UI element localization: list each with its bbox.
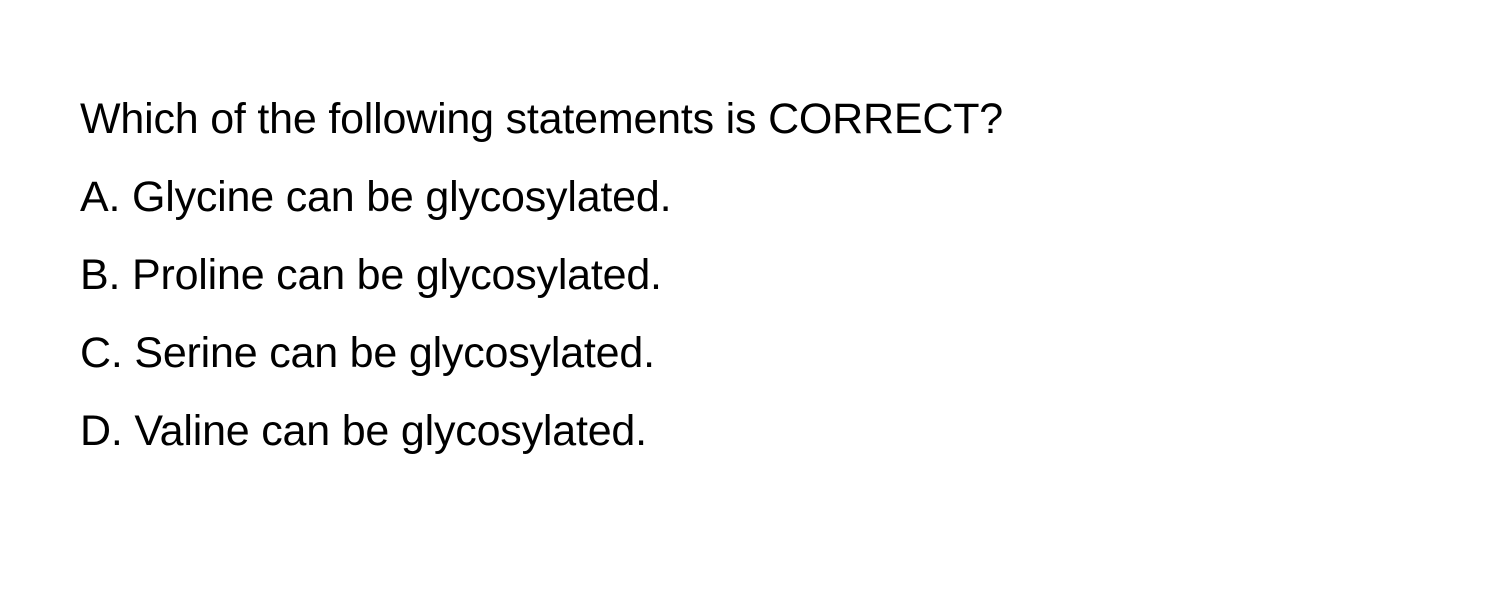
- option-a-text: Glycine can be glycosylated.: [132, 173, 671, 221]
- option-b: B. Proline can be glycosylated.: [80, 248, 1420, 304]
- option-a: A. Glycine can be glycosylated.: [80, 170, 1420, 226]
- option-d-text: Valine can be glycosylated.: [134, 407, 647, 455]
- option-c-text: Serine can be glycosylated.: [134, 329, 654, 377]
- option-b-label: B.: [80, 251, 120, 299]
- option-d: D. Valine can be glycosylated.: [80, 404, 1420, 460]
- question-block: Which of the following statements is COR…: [0, 0, 1500, 459]
- option-c: C. Serine can be glycosylated.: [80, 326, 1420, 382]
- option-d-label: D.: [80, 407, 123, 455]
- option-b-text: Proline can be glycosylated.: [132, 251, 662, 299]
- option-a-label: A.: [80, 173, 120, 221]
- option-c-label: C.: [80, 329, 123, 377]
- question-prompt: Which of the following statements is COR…: [80, 92, 1420, 148]
